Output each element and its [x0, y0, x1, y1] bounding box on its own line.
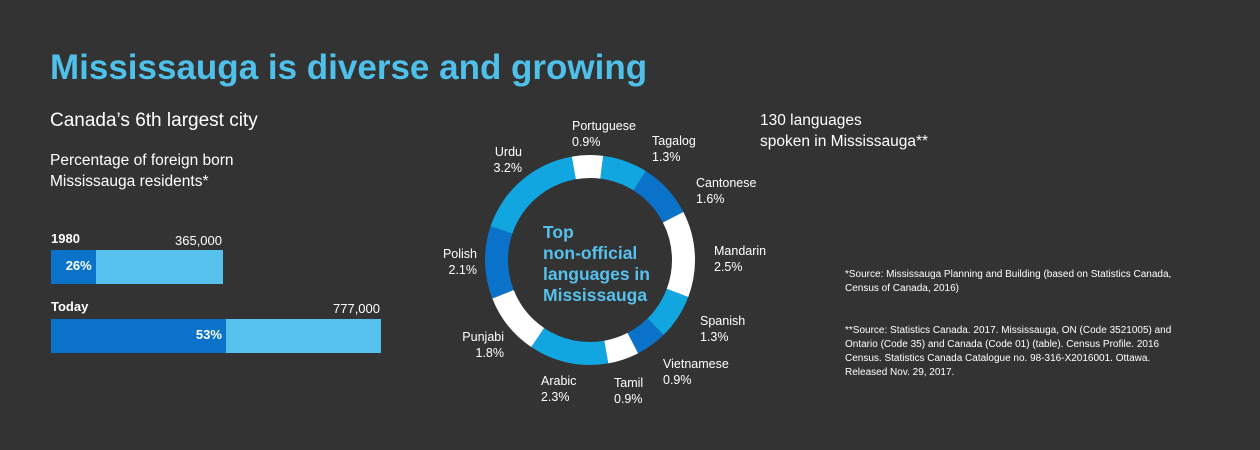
donut-slice-portuguese: [571, 155, 604, 180]
language-label-urdu: Urdu 3.2%: [470, 144, 523, 176]
language-label-cantonese: Cantonese 1.6%: [696, 175, 756, 207]
donut-slice-mandarin: [662, 211, 695, 298]
language-name: Polish: [442, 247, 477, 261]
source-note-2: **Source: Statistics Canada. 2017. Missi…: [845, 325, 1172, 378]
donut-center-line-4: Mississauga: [543, 285, 648, 305]
donut-center-label: Top non-official languages in Mississaug…: [543, 222, 673, 306]
language-name: Arabic: [541, 374, 577, 388]
donut-slice-vietnamese: [627, 318, 664, 354]
language-name: Urdu: [494, 145, 522, 159]
bar-value-label: 53%: [195, 327, 222, 342]
language-label-tagalog: Tagalog 1.3%: [652, 133, 696, 165]
language-label-spanish: Spanish 1.3%: [700, 313, 745, 345]
languages-count-line-1: 130 languages: [760, 112, 862, 129]
language-name: Tagalog: [652, 134, 696, 148]
language-value: 1.8%: [475, 346, 505, 360]
language-value: 0.9%: [663, 373, 692, 387]
bar-total: 26%: [51, 250, 223, 284]
donut-slice-punjabi: [492, 290, 545, 348]
language-name: Vietnamese: [663, 357, 729, 371]
source-note-1: *Source: Mississauga Planning and Buildi…: [845, 269, 1172, 294]
language-label-punjabi: Punjabi 1.8%: [440, 329, 504, 361]
language-value: 2.1%: [448, 263, 478, 277]
subtitle: Canada’s 6th largest city: [50, 110, 258, 131]
language-name: Spanish: [700, 314, 746, 328]
donut-center-line-2: non-official: [543, 243, 638, 263]
language-value: 3.2%: [493, 161, 523, 175]
language-label-tamil: Tamil 0.9%: [614, 375, 643, 407]
bar-category-label: Today: [51, 299, 89, 314]
donut-slice-spanish: [647, 288, 689, 335]
donut-slice-tagalog: [600, 155, 646, 191]
languages-donut-chart: [485, 155, 695, 365]
language-value: 2.3%: [541, 390, 570, 404]
foreign-born-heading: Percentage of foreign born Mississauga r…: [50, 150, 310, 192]
language-value: 1.6%: [696, 192, 725, 206]
donut-slice-polish: [485, 226, 514, 299]
language-name: Cantonese: [696, 176, 757, 190]
donut-slice-tamil: [604, 332, 639, 364]
language-value: 1.3%: [652, 150, 681, 164]
bar-foreign-born: [51, 250, 96, 284]
language-label-arabic: Arabic 2.3%: [541, 373, 576, 405]
bar-total: 53%: [51, 319, 381, 353]
languages-count-line-2: spoken in Mississauga**: [760, 133, 929, 150]
languages-count-label: 130 languages spoken in Mississauga**: [760, 110, 928, 152]
donut-center-line-3: languages in: [543, 264, 650, 284]
bar-total-label: 777,000: [333, 301, 380, 316]
language-value: 1.3%: [700, 330, 729, 344]
language-name: Portuguese: [572, 119, 636, 133]
language-name: Mandarin: [714, 244, 767, 258]
foreign-born-heading-line-1: Percentage of foreign born: [50, 152, 234, 169]
bar-value-label: 26%: [65, 258, 92, 273]
language-value: 0.9%: [572, 135, 601, 149]
language-value: 0.9%: [614, 392, 643, 406]
language-label-mandarin: Mandarin 2.5%: [714, 243, 766, 275]
donut-slice-arabic: [531, 327, 609, 365]
foreign-born-heading-line-2: Mississauga residents*: [50, 173, 209, 190]
donut-center-line-1: Top: [543, 222, 574, 242]
language-label-vietnamese: Vietnamese 0.9%: [663, 356, 729, 388]
donut-slice-urdu: [490, 156, 576, 234]
language-label-portuguese: Portuguese 0.9%: [572, 118, 636, 150]
language-name: Tamil: [614, 376, 644, 390]
language-name: Punjabi: [462, 330, 504, 344]
bar-total-label: 365,000: [175, 233, 222, 248]
page-title: Mississauga is diverse and growing: [50, 48, 648, 87]
bar-foreign-born: [51, 319, 226, 353]
donut-slice-cantonese: [633, 171, 684, 223]
bar-category-label: 1980: [51, 231, 80, 246]
language-label-polish: Polish 2.1%: [420, 246, 477, 278]
language-value: 2.5%: [714, 260, 743, 274]
